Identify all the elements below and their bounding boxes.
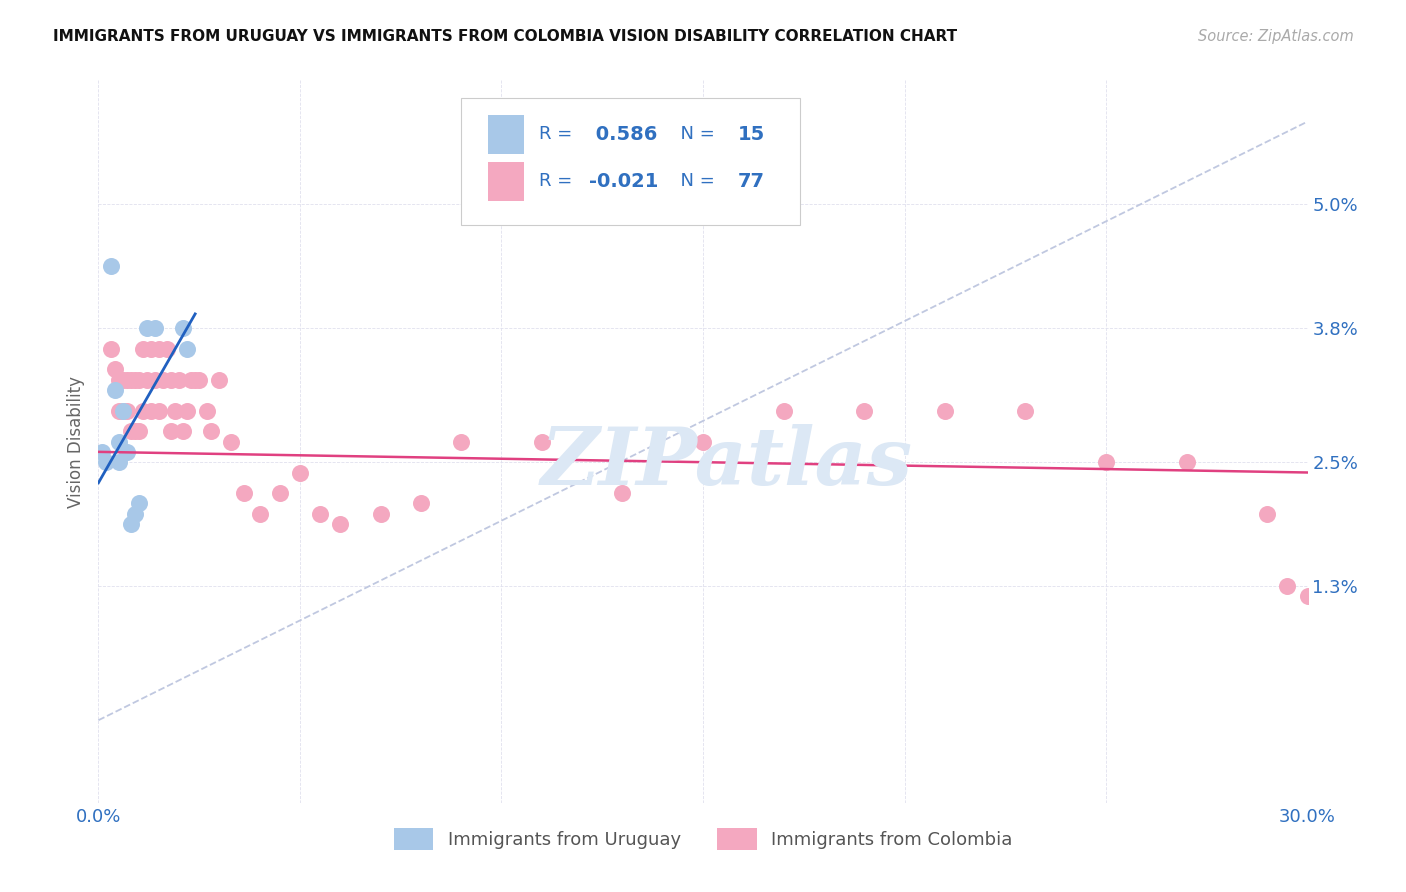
Point xyxy=(853,403,876,417)
Point xyxy=(100,259,122,273)
Point xyxy=(107,434,129,449)
Point xyxy=(156,342,179,356)
Bar xyxy=(488,114,524,154)
Point xyxy=(115,403,138,417)
Text: R =: R = xyxy=(538,172,578,190)
Point xyxy=(103,383,125,397)
Text: R =: R = xyxy=(538,126,578,144)
Point xyxy=(124,424,146,438)
Point xyxy=(111,373,134,387)
Point xyxy=(132,342,155,356)
Point xyxy=(115,373,138,387)
Text: -0.021: -0.021 xyxy=(589,172,659,191)
Point xyxy=(124,373,146,387)
Legend: Immigrants from Uruguay, Immigrants from Colombia: Immigrants from Uruguay, Immigrants from… xyxy=(384,819,1022,859)
Point xyxy=(163,403,186,417)
Point xyxy=(1095,455,1118,469)
Point xyxy=(107,455,129,469)
Text: 0.586: 0.586 xyxy=(589,125,658,144)
Point xyxy=(1175,455,1198,469)
Point xyxy=(115,445,138,459)
Point xyxy=(172,424,194,438)
Point xyxy=(120,373,142,387)
Point xyxy=(249,507,271,521)
Point xyxy=(1256,507,1278,521)
Text: Source: ZipAtlas.com: Source: ZipAtlas.com xyxy=(1198,29,1354,45)
Text: 77: 77 xyxy=(738,172,765,191)
Point xyxy=(148,403,170,417)
Point xyxy=(132,403,155,417)
Point xyxy=(135,321,157,335)
Point xyxy=(409,496,432,510)
Point xyxy=(692,434,714,449)
Point xyxy=(111,403,134,417)
Point xyxy=(188,373,211,387)
Point xyxy=(1014,403,1036,417)
Point xyxy=(176,342,198,356)
Text: 15: 15 xyxy=(738,125,765,144)
Point xyxy=(269,486,291,500)
Point xyxy=(152,373,174,387)
Point xyxy=(200,424,222,438)
Point xyxy=(934,403,956,417)
Point xyxy=(450,434,472,449)
Point xyxy=(208,373,231,387)
Point xyxy=(139,403,162,417)
Point xyxy=(128,496,150,510)
Point xyxy=(288,466,311,480)
Point xyxy=(135,373,157,387)
Text: ZIPatlas: ZIPatlas xyxy=(541,425,914,502)
Point xyxy=(1277,579,1299,593)
Point xyxy=(232,486,254,500)
Point xyxy=(329,517,352,532)
Point xyxy=(139,342,162,356)
Point xyxy=(111,403,134,417)
Point xyxy=(772,403,794,417)
Point xyxy=(160,424,183,438)
Point xyxy=(612,486,634,500)
Point xyxy=(184,373,207,387)
Point xyxy=(107,403,129,417)
Point xyxy=(120,424,142,438)
Point xyxy=(160,373,183,387)
Point xyxy=(120,517,142,532)
Point xyxy=(176,403,198,417)
Point xyxy=(148,342,170,356)
Point xyxy=(309,507,332,521)
Point xyxy=(1296,590,1319,604)
Point xyxy=(128,424,150,438)
Point xyxy=(530,434,553,449)
Text: N =: N = xyxy=(669,126,721,144)
Point xyxy=(370,507,392,521)
Point xyxy=(172,321,194,335)
Point xyxy=(103,362,125,376)
Point xyxy=(91,445,114,459)
FancyBboxPatch shape xyxy=(461,98,800,225)
Point xyxy=(180,373,202,387)
Point xyxy=(96,455,118,469)
Bar xyxy=(488,161,524,202)
Point xyxy=(143,321,166,335)
Point xyxy=(107,373,129,387)
Point xyxy=(128,373,150,387)
Point xyxy=(167,373,190,387)
Point xyxy=(143,373,166,387)
Point xyxy=(195,403,218,417)
Text: IMMIGRANTS FROM URUGUAY VS IMMIGRANTS FROM COLOMBIA VISION DISABILITY CORRELATIO: IMMIGRANTS FROM URUGUAY VS IMMIGRANTS FR… xyxy=(53,29,957,45)
Point xyxy=(221,434,243,449)
Text: N =: N = xyxy=(669,172,721,190)
Y-axis label: Vision Disability: Vision Disability xyxy=(66,376,84,508)
Point xyxy=(124,507,146,521)
Point xyxy=(100,342,122,356)
